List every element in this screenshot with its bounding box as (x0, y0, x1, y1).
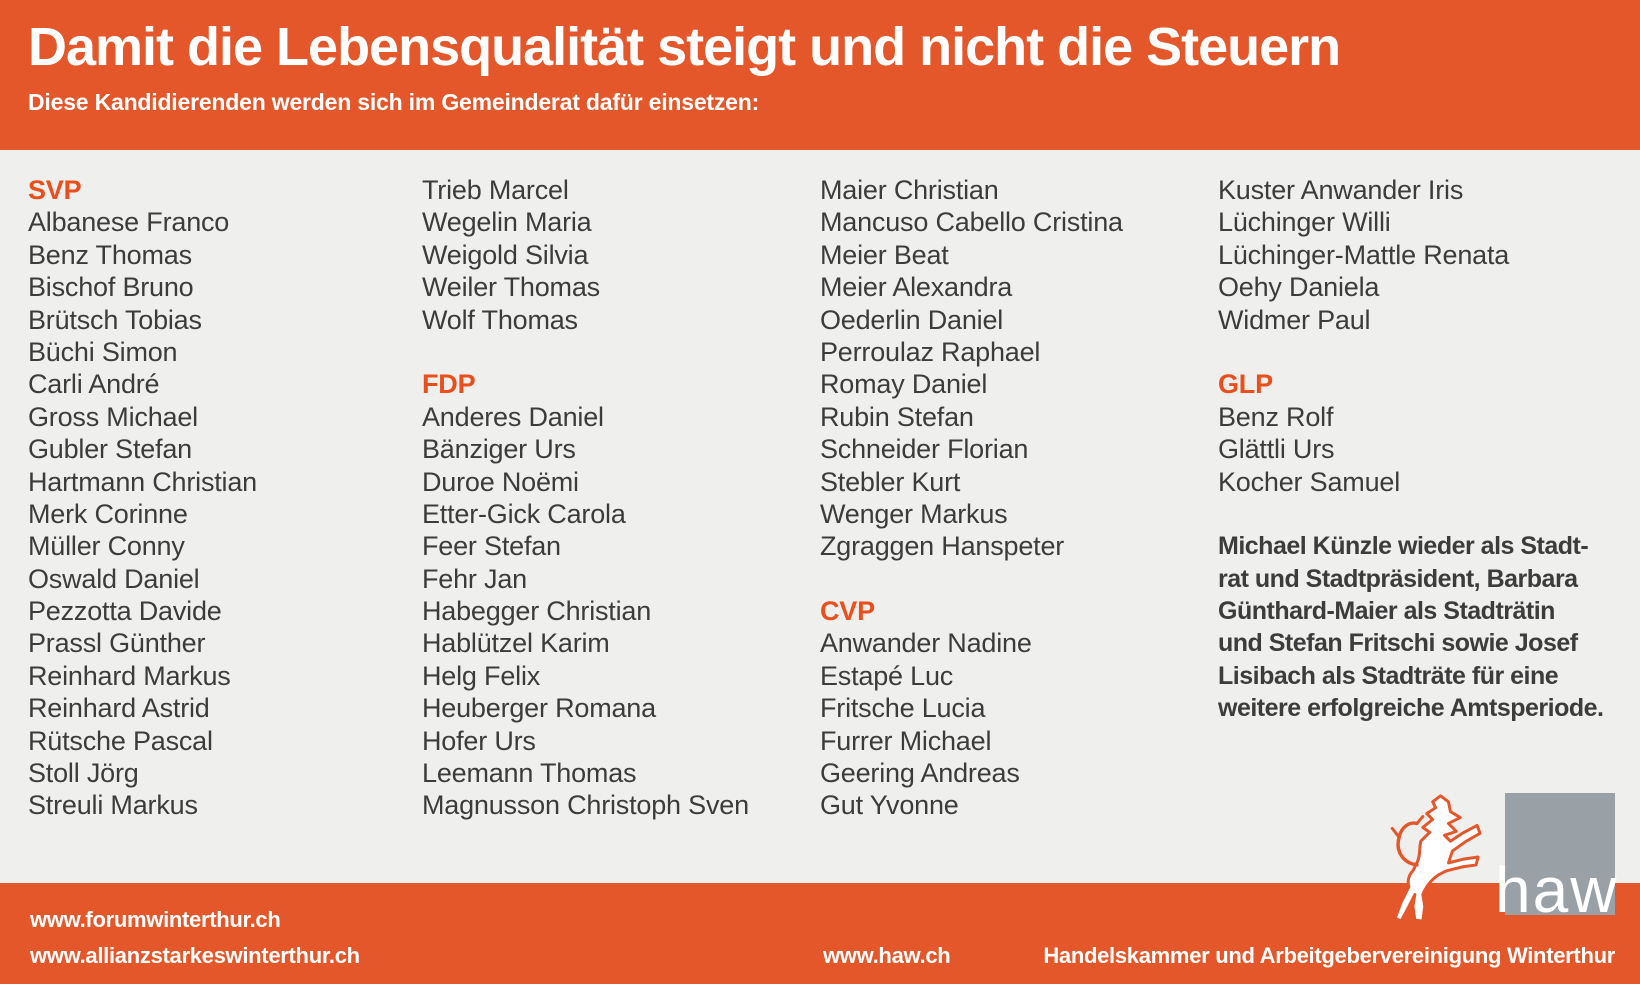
candidate-name: Magnusson Christoph Sven (422, 790, 749, 821)
candidate-name: Pezzotta Davide (28, 596, 222, 627)
blank-row (1218, 336, 1613, 368)
candidate-name: Duroe Noëmi (422, 466, 579, 497)
footer-organization: Handelskammer und Arbeitgebervereinigung… (1043, 943, 1615, 968)
candidate-name: Anwander Nadine (820, 628, 1032, 659)
candidate-name: Carli André (28, 369, 160, 400)
candidate-name: Bänziger Urs (422, 434, 576, 465)
candidate-name: Bischof Bruno (28, 272, 194, 303)
candidate-name: Maier Christian (820, 175, 999, 205)
candidate-name: Brütsch Tobias (28, 304, 202, 335)
candidate-name: Kuster Anwander Iris (1218, 175, 1464, 205)
header-banner: Damit die Lebensqualität steigt und nich… (0, 0, 1640, 150)
candidate-name: Reinhard Markus (28, 660, 231, 691)
candidate-name: Gubler Stefan (28, 434, 193, 465)
candidate-name: Schneider Florian (820, 434, 1029, 465)
candidate-name: Feer Stefan (422, 531, 561, 562)
candidate-name: Hofer Urs (422, 725, 536, 756)
candidate-name: Leemann Thomas (422, 758, 637, 789)
haw-logo: haw (1495, 793, 1616, 922)
candidates-column-2: Trieb Marcel Wegelin Maria Weigold Silvia W… (422, 174, 817, 822)
candidates-column-3: Maier Christian Mancuso Cabello Cristina M… (820, 174, 1215, 822)
candidate-name: Lüchinger-Mattle Renata (1218, 239, 1510, 270)
candidate-name: Rütsche Pascal (28, 725, 213, 756)
candidate-name: Reinhard Astrid (28, 693, 210, 724)
party-label: CVP (820, 596, 875, 627)
candidate-name: Büchi Simon (28, 336, 178, 367)
candidate-name: Widmer Paul (1218, 304, 1371, 335)
party-label: SVP (28, 175, 82, 205)
candidate-name: Habegger Christian (422, 596, 652, 627)
candidate-name: Stebler Kurt (820, 466, 961, 497)
candidate-name: Geering Andreas (820, 758, 1020, 789)
candidate-name: Furrer Michael (820, 725, 992, 756)
rampant-lion-icon (1390, 794, 1482, 923)
info-line: rat und Stadtpräsident, Barbara (1218, 564, 1578, 593)
candidate-name: Stoll Jörg (28, 758, 139, 789)
info-line: Lisibach als Stadträte für eine (1218, 661, 1559, 690)
candidate-name: Oehy Daniela (1218, 272, 1380, 303)
candidate-name: Fehr Jan (422, 563, 527, 594)
info-line: Günthard-Maier als Stadträtin (1218, 597, 1555, 626)
candidate-name: Oederlin Daniel (820, 304, 1004, 335)
candidate-name: Meier Alexandra (820, 272, 1013, 303)
page-title: Damit die Lebensqualität steigt und nich… (28, 17, 1341, 77)
candidate-name: Trieb Marcel (422, 175, 569, 205)
haw-logo-text: haw (1495, 853, 1619, 926)
candidate-name: Albanese Franco (28, 207, 230, 238)
candidate-name: Heuberger Romana (422, 693, 656, 724)
link-haw[interactable]: www.haw.ch (823, 943, 951, 968)
info-line: weitere erfolgreiche Amtsperiode. (1218, 694, 1604, 723)
candidate-name: Rubin Stefan (820, 401, 974, 432)
candidate-name: Wolf Thomas (422, 304, 578, 335)
blank-row (1218, 498, 1613, 530)
candidate-name: Meier Beat (820, 239, 949, 270)
candidate-name: Benz Thomas (28, 239, 192, 270)
candidate-name: Müller Conny (28, 531, 185, 562)
candidate-name: Streuli Markus (28, 790, 198, 821)
link-allianzstarkeswinterthur[interactable]: www.allianzstarkeswinterthur.ch (30, 943, 360, 968)
candidate-name: Zgraggen Hanspeter (820, 531, 1065, 562)
candidate-name: Anderes Daniel (422, 401, 604, 432)
candidate-name: Weiler Thomas (422, 272, 600, 303)
blank-row (422, 336, 817, 368)
candidate-name: Weigold Silvia (422, 239, 589, 270)
candidates-column-1: SVP Albanese Franco Benz Thomas Bischof Bru… (28, 174, 423, 822)
candidates-column-4: Kuster Anwander Iris Lüchinger Willi Lüchi… (1218, 174, 1613, 725)
candidate-name: Merk Corinne (28, 498, 188, 529)
candidate-name: Wegelin Maria (422, 207, 592, 238)
candidate-name: Hartmann Christian (28, 466, 257, 497)
info-line: Michael Künzle wieder als Stadt- (1218, 532, 1589, 561)
candidate-name: Etter-Gick Carola (422, 498, 626, 529)
candidate-name: Hablützel Karim (422, 628, 610, 659)
candidate-name: Oswald Daniel (28, 563, 200, 594)
candidate-name: Helg Felix (422, 660, 541, 691)
candidate-name: Estapé Luc (820, 660, 954, 691)
candidate-name: Mancuso Cabello Cristina (820, 207, 1123, 238)
footer-banner: www.forumwinterthur.ch www.allianzstarke… (0, 883, 1640, 984)
candidate-name: Lüchinger Willi (1218, 207, 1391, 238)
candidate-name: Kocher Samuel (1218, 466, 1400, 497)
info-line: und Stefan Fritschi sowie Josef (1218, 629, 1578, 658)
candidate-name: Perroulaz Raphael (820, 336, 1041, 367)
page-subtitle: Diese Kandidierenden werden sich im Geme… (28, 89, 760, 115)
candidate-name: Gut Yvonne (820, 790, 959, 821)
candidate-name: Wenger Markus (820, 498, 1008, 529)
link-forumwinterthur[interactable]: www.forumwinterthur.ch (30, 907, 281, 932)
candidate-name: Gross Michael (28, 401, 198, 432)
candidate-name: Glättli Urs (1218, 434, 1335, 465)
candidate-name: Fritsche Lucia (820, 693, 986, 724)
candidate-name: Benz Rolf (1218, 401, 1334, 432)
candidate-name: Romay Daniel (820, 369, 988, 400)
party-label: FDP (422, 369, 476, 400)
party-label: GLP (1218, 369, 1273, 400)
blank-row (820, 563, 1215, 595)
candidate-name: Prassl Günther (28, 628, 206, 659)
